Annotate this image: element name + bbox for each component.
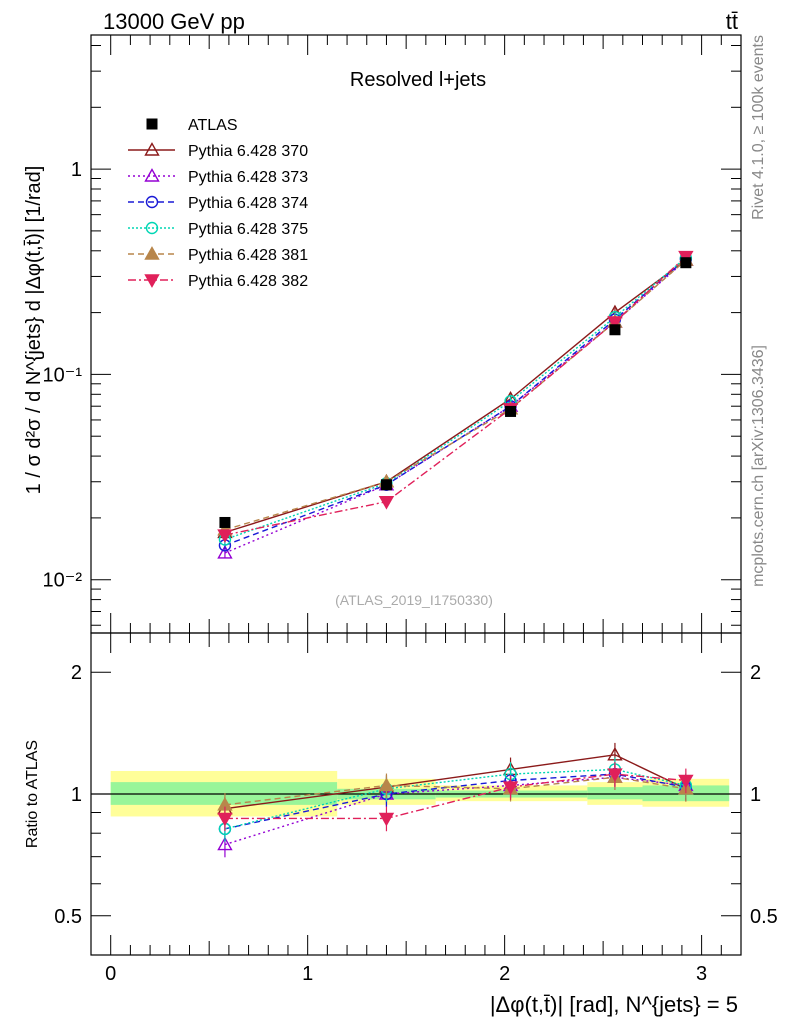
legend: ATLAS Pythia 6.428 370 Pythia 6.428 373 Pyt… <box>128 117 308 290</box>
legend-entry-p373: Pythia 6.428 373 <box>128 168 308 186</box>
series-line-p370 <box>224 259 687 534</box>
x-tick-label: 0 <box>105 963 116 985</box>
analysis-watermark: (ATLAS_2019_I1750330) <box>335 592 493 608</box>
data-point <box>217 812 233 827</box>
y-tick-label: 1 <box>71 159 82 181</box>
series-p375 <box>218 251 693 546</box>
data-point <box>607 316 623 330</box>
legend-entry-ATLAS: ATLAS <box>146 117 238 134</box>
legend-label: ATLAS <box>188 117 238 134</box>
main-axis-ticks <box>91 35 742 633</box>
series-line-p373 <box>224 259 687 554</box>
data-point <box>502 781 519 796</box>
ratio-data-series <box>217 742 694 858</box>
data-point <box>680 257 692 269</box>
ratio-y-axis-label: Ratio to ATLAS <box>24 740 41 848</box>
data-point <box>678 774 694 789</box>
data-point <box>505 405 517 417</box>
y-tick-label: 10⁻¹ <box>43 364 83 386</box>
legend-entry-p381: Pythia 6.428 381 <box>128 246 308 264</box>
legend-label: Pythia 6.428 370 <box>188 143 308 160</box>
legend-marker <box>144 274 160 288</box>
legend-marker <box>146 118 158 130</box>
series-ATLAS <box>219 257 692 528</box>
y-tick-label: 2 <box>71 662 82 684</box>
legend-label: Pythia 6.428 374 <box>188 195 308 212</box>
process-label: tt̄ <box>726 9 738 34</box>
data-point <box>217 836 233 851</box>
data-point <box>217 545 233 559</box>
legend-entry-p375: Pythia 6.428 375 <box>128 221 308 238</box>
legend-marker <box>145 221 159 235</box>
data-point <box>217 529 233 543</box>
legend-entry-p382: Pythia 6.428 382 <box>128 273 308 290</box>
legend-label: Pythia 6.428 381 <box>188 247 308 264</box>
y-tick-label: 10⁻² <box>43 570 83 592</box>
legend-entry-p374: Pythia 6.428 374 <box>128 195 308 212</box>
data-point <box>609 324 621 336</box>
main-y-axis-label: 1 / σ d²σ / d N^{jets} d |Δφ(t,t̄)| [1/r… <box>23 166 45 495</box>
data-point <box>607 768 623 783</box>
x-axis-label: |Δφ(t,t̄)| [rad], N^{jets} = 5 <box>490 992 738 1017</box>
data-point <box>378 495 395 510</box>
series-line-p374 <box>224 258 687 547</box>
main-axis-tick-labels: 10⁻² 10⁻¹ 1 <box>43 159 83 592</box>
main-data-series <box>217 250 694 559</box>
x-tick-label: 2 <box>499 963 510 985</box>
rivet-version-label: Rivet 4.1.0, ≥ 100k events <box>750 35 767 220</box>
x-tick-label: 3 <box>696 963 707 985</box>
data-point <box>378 777 395 792</box>
series-p374 <box>218 252 693 552</box>
legend-marker <box>145 195 159 209</box>
series-p381 <box>217 252 694 536</box>
series-line-p381 <box>224 259 687 531</box>
y-tick-label-right: 2 <box>750 662 761 684</box>
x-tick-label: 1 <box>302 963 313 985</box>
series-p382 <box>217 250 694 543</box>
y-tick-label-right: 1 <box>750 784 761 806</box>
main-title: Resolved l+jets <box>350 69 486 91</box>
legend-entry-p370: Pythia 6.428 370 <box>128 142 308 160</box>
series-line-p375 <box>224 257 687 541</box>
series-p382 <box>217 762 694 832</box>
legend-label: Pythia 6.428 382 <box>188 273 308 290</box>
legend-label: Pythia 6.428 373 <box>188 169 308 186</box>
legend-marker <box>144 142 160 156</box>
series-p370 <box>217 252 694 539</box>
data-point <box>219 516 231 528</box>
ratio-axis-ticks <box>91 633 742 956</box>
series-line-p382 <box>224 256 687 536</box>
y-tick-label-right: 0.5 <box>750 906 778 928</box>
data-point <box>380 479 392 491</box>
series-line-p375 <box>224 768 687 830</box>
y-tick-label: 1 <box>71 784 82 806</box>
beam-label: 13000 GeV pp <box>103 9 245 34</box>
series-line-p381 <box>224 776 686 806</box>
legend-marker <box>144 246 160 260</box>
legend-marker <box>144 168 160 182</box>
data-point <box>378 812 395 827</box>
legend-label: Pythia 6.428 375 <box>188 221 308 238</box>
uncertainty-band-inner <box>587 787 643 800</box>
ratio-uncertainty-bands <box>91 770 741 817</box>
y-tick-label: 0.5 <box>54 906 82 928</box>
mcplots-label: mcplots.cern.ch [arXiv:1306.3436] <box>750 345 767 587</box>
ratio-axis-tick-labels: 0.5 0.5 1 1 2 2 0 1 2 3 <box>54 662 778 985</box>
